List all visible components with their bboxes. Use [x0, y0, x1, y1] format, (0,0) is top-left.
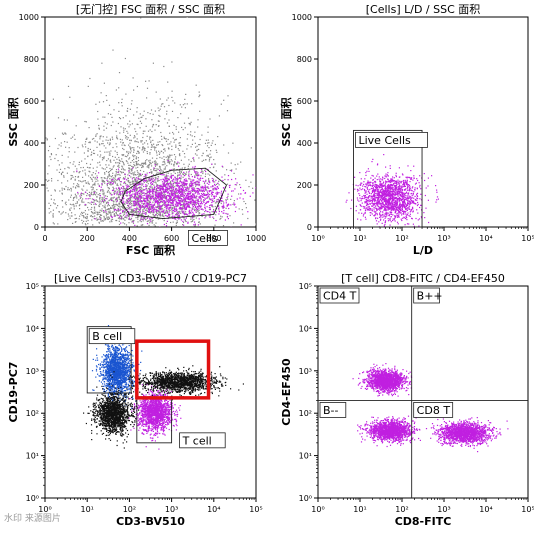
- x-tick-label: 10⁵: [521, 505, 534, 514]
- y-tick-label: 10³: [26, 367, 39, 376]
- x-tick-label: 10³: [165, 505, 178, 514]
- y-axis-label: SSC 面积: [279, 97, 293, 146]
- plot-title: [Cells] L/D / SSC 面积: [366, 3, 481, 16]
- y-tick-label: 10⁵: [299, 282, 312, 291]
- y-tick-label: 10²: [299, 409, 312, 418]
- plot-frame: [318, 286, 528, 498]
- x-tick-label: 800: [206, 234, 221, 243]
- y-tick-label: 0: [34, 223, 39, 232]
- quadrant-label: CD4 T: [323, 290, 357, 303]
- x-tick-label: 10¹: [353, 505, 366, 514]
- x-tick-label: 10⁴: [207, 505, 220, 514]
- x-axis-label: CD3-BV510: [116, 515, 185, 528]
- x-tick-label: 10⁰: [311, 234, 324, 243]
- y-axis-label: CD4-EF450: [280, 358, 293, 426]
- x-tick-label: 200: [80, 234, 95, 243]
- plot-2: Live Cells 10⁰ 10¹ 10² 10³ 10⁴ 10⁵ 0 200 400 600 80…: [279, 3, 534, 257]
- x-tick-label: 1000: [246, 234, 266, 243]
- y-tick-label: 800: [297, 55, 312, 64]
- y-tick-label: 800: [24, 55, 39, 64]
- x-tick-label: 10¹: [353, 234, 366, 243]
- y-tick-label: 10²: [26, 409, 39, 418]
- plot-frame: [318, 17, 528, 227]
- y-tick-label: 10⁴: [26, 324, 39, 333]
- x-tick-label: 600: [164, 234, 179, 243]
- x-axis-label: CD8-FITC: [395, 515, 452, 528]
- y-tick-label: 10¹: [26, 452, 39, 461]
- gate-label: T cell: [182, 434, 212, 447]
- x-axis-label: FSC 面积: [126, 243, 175, 257]
- plot-title: [Live Cells] CD3-BV510 / CD19-PC7: [54, 272, 247, 285]
- y-tick-label: 600: [24, 97, 39, 106]
- plot-title: [无门控] FSC 面积 / SSC 面积: [76, 2, 225, 16]
- x-axis-label: L/D: [413, 244, 433, 257]
- plot-title: [T cell] CD8-FITC / CD4-EF450: [341, 272, 505, 285]
- quadrant-label: B++: [417, 290, 443, 303]
- y-tick-label: 400: [297, 139, 312, 148]
- x-tick-label: 10⁴: [479, 505, 492, 514]
- x-tick-label: 10²: [395, 505, 408, 514]
- y-tick-label: 600: [297, 97, 312, 106]
- y-tick-label: 10¹: [299, 452, 312, 461]
- x-tick-label: 10³: [437, 234, 450, 243]
- x-tick-label: 10⁴: [479, 234, 492, 243]
- y-tick-label: 10⁰: [299, 494, 312, 503]
- x-tick-label: 10²: [123, 505, 136, 514]
- x-tick-label: 10⁵: [521, 234, 534, 243]
- x-tick-label: 0: [42, 234, 47, 243]
- x-tick-label: 10²: [395, 234, 408, 243]
- y-tick-label: 10³: [299, 367, 312, 376]
- x-tick-label: 10¹: [81, 505, 94, 514]
- y-tick-label: 10⁴: [299, 324, 312, 333]
- y-tick-label: 400: [24, 139, 39, 148]
- gate-label: B cell: [92, 330, 122, 343]
- x-tick-label: 10⁰: [311, 505, 324, 514]
- y-axis-label: SSC 面积: [6, 97, 20, 146]
- x-tick-label: 10³: [437, 505, 450, 514]
- x-tick-label: 10⁵: [249, 505, 262, 514]
- watermark: 水印 来源图片: [4, 511, 61, 524]
- x-tick-label: 400: [122, 234, 137, 243]
- y-tick-label: 0: [307, 223, 312, 232]
- y-tick-label: 1000: [292, 13, 312, 22]
- gate-label: Live Cells: [358, 134, 411, 147]
- y-tick-label: 200: [24, 181, 39, 190]
- quadrant-label: CD8 T: [417, 404, 451, 417]
- plot-4: CD4 T B++ B-- CD8 T 10⁰ 10¹ 10² 10³ 10⁴ 10⁵ 10⁰ 10¹…: [280, 272, 534, 528]
- y-axis-label: CD19-PC7: [7, 362, 20, 423]
- y-tick-label: 1000: [19, 13, 39, 22]
- y-tick-label: 10⁰: [26, 494, 39, 503]
- y-tick-label: 10⁵: [26, 282, 39, 291]
- quadrant-label: B--: [323, 404, 339, 417]
- y-tick-label: 200: [297, 181, 312, 190]
